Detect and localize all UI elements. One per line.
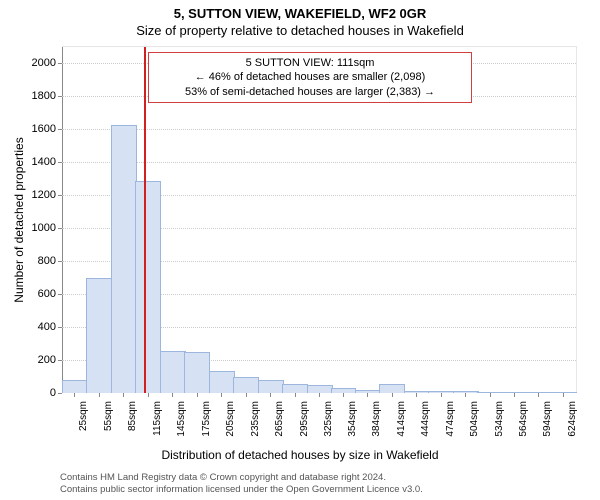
- y-tick-label: 600: [16, 288, 56, 300]
- histogram-bar: [307, 385, 333, 393]
- x-tick-label: 295sqm: [299, 401, 310, 451]
- histogram-bar: [379, 384, 405, 393]
- histogram-bar: [62, 380, 88, 393]
- y-tick-label: 1600: [16, 123, 56, 135]
- x-tick-label: 55sqm: [103, 401, 114, 451]
- x-tick-label: 444sqm: [420, 401, 431, 451]
- histogram-bar: [135, 181, 161, 393]
- histogram-bar: [258, 380, 284, 393]
- x-tick-label: 354sqm: [347, 401, 358, 451]
- footer-line-1: Contains HM Land Registry data © Crown c…: [60, 472, 423, 484]
- x-tick-label: 265sqm: [274, 401, 285, 451]
- annot-line-3: 53% of semi-detached houses are larger (…: [155, 85, 465, 99]
- histogram-bar: [111, 125, 137, 393]
- histogram-bar: [209, 371, 235, 393]
- x-tick-label: 474sqm: [445, 401, 456, 451]
- annot-line-1: 5 SUTTON VIEW: 111sqm: [155, 56, 465, 70]
- plot-area: 02004006008001000120014001600180020005 S…: [62, 46, 576, 392]
- x-tick-label: 624sqm: [567, 401, 578, 451]
- histogram-bar: [86, 278, 112, 393]
- x-tick-label: 564sqm: [518, 401, 529, 451]
- y-tick-label: 400: [16, 321, 56, 333]
- x-tick-label: 384sqm: [371, 401, 382, 451]
- chart-title: 5, SUTTON VIEW, WAKEFIELD, WF2 0GR: [0, 0, 600, 21]
- histogram-bar: [184, 352, 210, 393]
- y-tick-label: 800: [16, 255, 56, 267]
- property-marker-line: [144, 47, 146, 393]
- x-tick-label: 25sqm: [78, 401, 89, 451]
- annotation-box: 5 SUTTON VIEW: 111sqm← 46% of detached h…: [148, 52, 472, 103]
- x-tick-label: 594sqm: [542, 401, 553, 451]
- x-tick-label: 504sqm: [469, 401, 480, 451]
- y-tick-label: 1000: [16, 222, 56, 234]
- x-tick-label: 205sqm: [225, 401, 236, 451]
- y-tick-label: 1800: [16, 90, 56, 102]
- y-tick-label: 0: [16, 387, 56, 399]
- x-tick-label: 534sqm: [494, 401, 505, 451]
- annot-line-2: ← 46% of detached houses are smaller (2,…: [155, 70, 465, 84]
- x-tick-label: 175sqm: [201, 401, 212, 451]
- y-tick-label: 2000: [16, 57, 56, 69]
- histogram-bar: [282, 384, 308, 393]
- x-tick-label: 85sqm: [127, 401, 138, 451]
- chart-container: 5, SUTTON VIEW, WAKEFIELD, WF2 0GR Size …: [0, 0, 600, 500]
- x-tick-label: 414sqm: [396, 401, 407, 451]
- x-tick-label: 145sqm: [176, 401, 187, 451]
- histogram-bar: [331, 388, 356, 393]
- x-tick-label: 235sqm: [250, 401, 261, 451]
- footer-line-2: Contains public sector information licen…: [60, 484, 423, 496]
- chart-subtitle: Size of property relative to detached ho…: [0, 21, 600, 38]
- histogram-bar: [160, 351, 186, 393]
- x-tick-label: 115sqm: [152, 401, 163, 451]
- histogram-bar: [233, 377, 259, 393]
- y-tick-label: 200: [16, 354, 56, 366]
- footer-text: Contains HM Land Registry data © Crown c…: [60, 472, 423, 496]
- x-axis-label: Distribution of detached houses by size …: [0, 448, 600, 462]
- y-tick-label: 1400: [16, 156, 56, 168]
- y-tick-label: 1200: [16, 189, 56, 201]
- x-tick-label: 325sqm: [323, 401, 334, 451]
